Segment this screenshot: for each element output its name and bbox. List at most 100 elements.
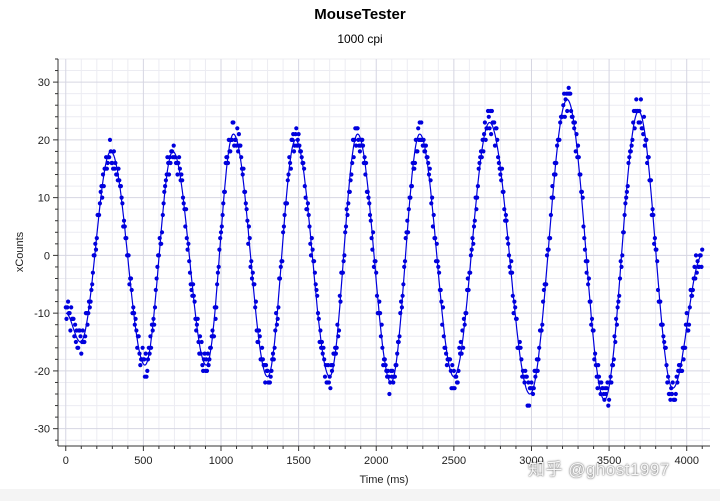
series-point: [548, 236, 553, 241]
series-point: [638, 120, 643, 125]
series-point: [544, 253, 550, 258]
series-point: [322, 374, 328, 379]
series-point: [163, 178, 168, 183]
series-point: [655, 287, 661, 293]
series-point: [461, 316, 466, 321]
series-point: [82, 339, 87, 345]
series-point: [128, 276, 134, 281]
series-point: [554, 160, 559, 166]
series-point: [565, 108, 570, 114]
series-point: [100, 195, 105, 200]
series-point: [78, 334, 83, 339]
series-point: [187, 270, 193, 275]
series-point: [444, 351, 449, 356]
series-point: [673, 391, 678, 397]
series-point: [344, 207, 349, 212]
series-point: [280, 259, 285, 264]
series-point: [93, 247, 99, 252]
series-point: [377, 299, 382, 304]
series-point: [277, 276, 283, 281]
series-point: [363, 172, 368, 177]
series-point: [637, 108, 642, 114]
series-point: [524, 374, 529, 379]
series-point: [107, 137, 113, 142]
series-point: [94, 236, 99, 241]
series-point: [686, 322, 692, 327]
series-point: [572, 120, 578, 125]
series-point: [113, 160, 118, 166]
series-point: [213, 316, 218, 321]
series-point: [415, 149, 420, 154]
series-point: [644, 137, 649, 142]
series-point: [684, 311, 689, 316]
series-point: [151, 316, 156, 321]
series-point: [619, 264, 624, 269]
series-point: [278, 264, 283, 269]
series-point: [284, 201, 290, 206]
series-point: [486, 114, 491, 119]
series-point: [645, 160, 650, 166]
series-point: [433, 236, 438, 241]
series-point: [218, 230, 224, 235]
series-point: [611, 357, 616, 362]
series-point: [492, 120, 497, 125]
series-point: [268, 374, 273, 379]
series-point: [693, 276, 698, 281]
series-point: [352, 137, 357, 142]
series-point: [272, 345, 277, 350]
y-tick-label: -20: [34, 366, 50, 378]
series-point: [249, 276, 255, 281]
series-point: [329, 368, 335, 373]
series-point: [607, 397, 612, 402]
series-point: [596, 374, 602, 379]
series-point: [305, 201, 310, 206]
y-tick-label: -10: [34, 308, 50, 320]
tick-labels: 0 500 1000 1500 2000 2500 3000 3500 4000 -30 -20 -1…: [34, 77, 699, 467]
series-point: [570, 114, 575, 119]
series-point: [406, 230, 411, 235]
series-point: [399, 299, 404, 304]
series-point: [604, 386, 609, 391]
series-point: [246, 224, 251, 229]
series-point: [540, 322, 545, 327]
series-point: [225, 155, 230, 160]
series-point: [650, 207, 655, 212]
series-point: [149, 345, 154, 350]
series-point: [632, 126, 637, 131]
x-tick-label: 3500: [597, 455, 621, 467]
series-point: [72, 334, 77, 339]
series-point: [379, 322, 384, 327]
series-point: [466, 287, 471, 293]
series-point: [483, 137, 488, 142]
series-point: [465, 276, 470, 281]
series-point: [327, 374, 332, 379]
series-point: [630, 137, 635, 142]
series-point: [197, 334, 203, 339]
series-point: [510, 293, 515, 298]
series-point: [612, 334, 617, 339]
series-point: [496, 160, 501, 166]
series-point: [195, 316, 200, 321]
series-point: [204, 357, 209, 362]
series-point: [658, 299, 663, 304]
series-point: [523, 368, 528, 373]
x-tick-label: 1500: [286, 455, 310, 467]
series-point: [184, 236, 189, 241]
series-points-group: [63, 85, 705, 408]
series-point: [117, 178, 122, 183]
series-point: [196, 339, 201, 345]
series-point: [177, 155, 182, 160]
series-point: [185, 247, 190, 252]
series-point: [335, 322, 340, 327]
series-point: [219, 224, 224, 229]
series-point: [342, 253, 347, 258]
series-point: [281, 230, 286, 235]
series-point: [111, 149, 116, 154]
series-point: [308, 253, 314, 258]
series-point: [674, 374, 679, 379]
y-tick-label: 10: [38, 193, 50, 205]
series-point: [700, 247, 705, 252]
series-point: [68, 328, 73, 333]
series-point: [669, 386, 674, 391]
series-point: [192, 299, 197, 304]
